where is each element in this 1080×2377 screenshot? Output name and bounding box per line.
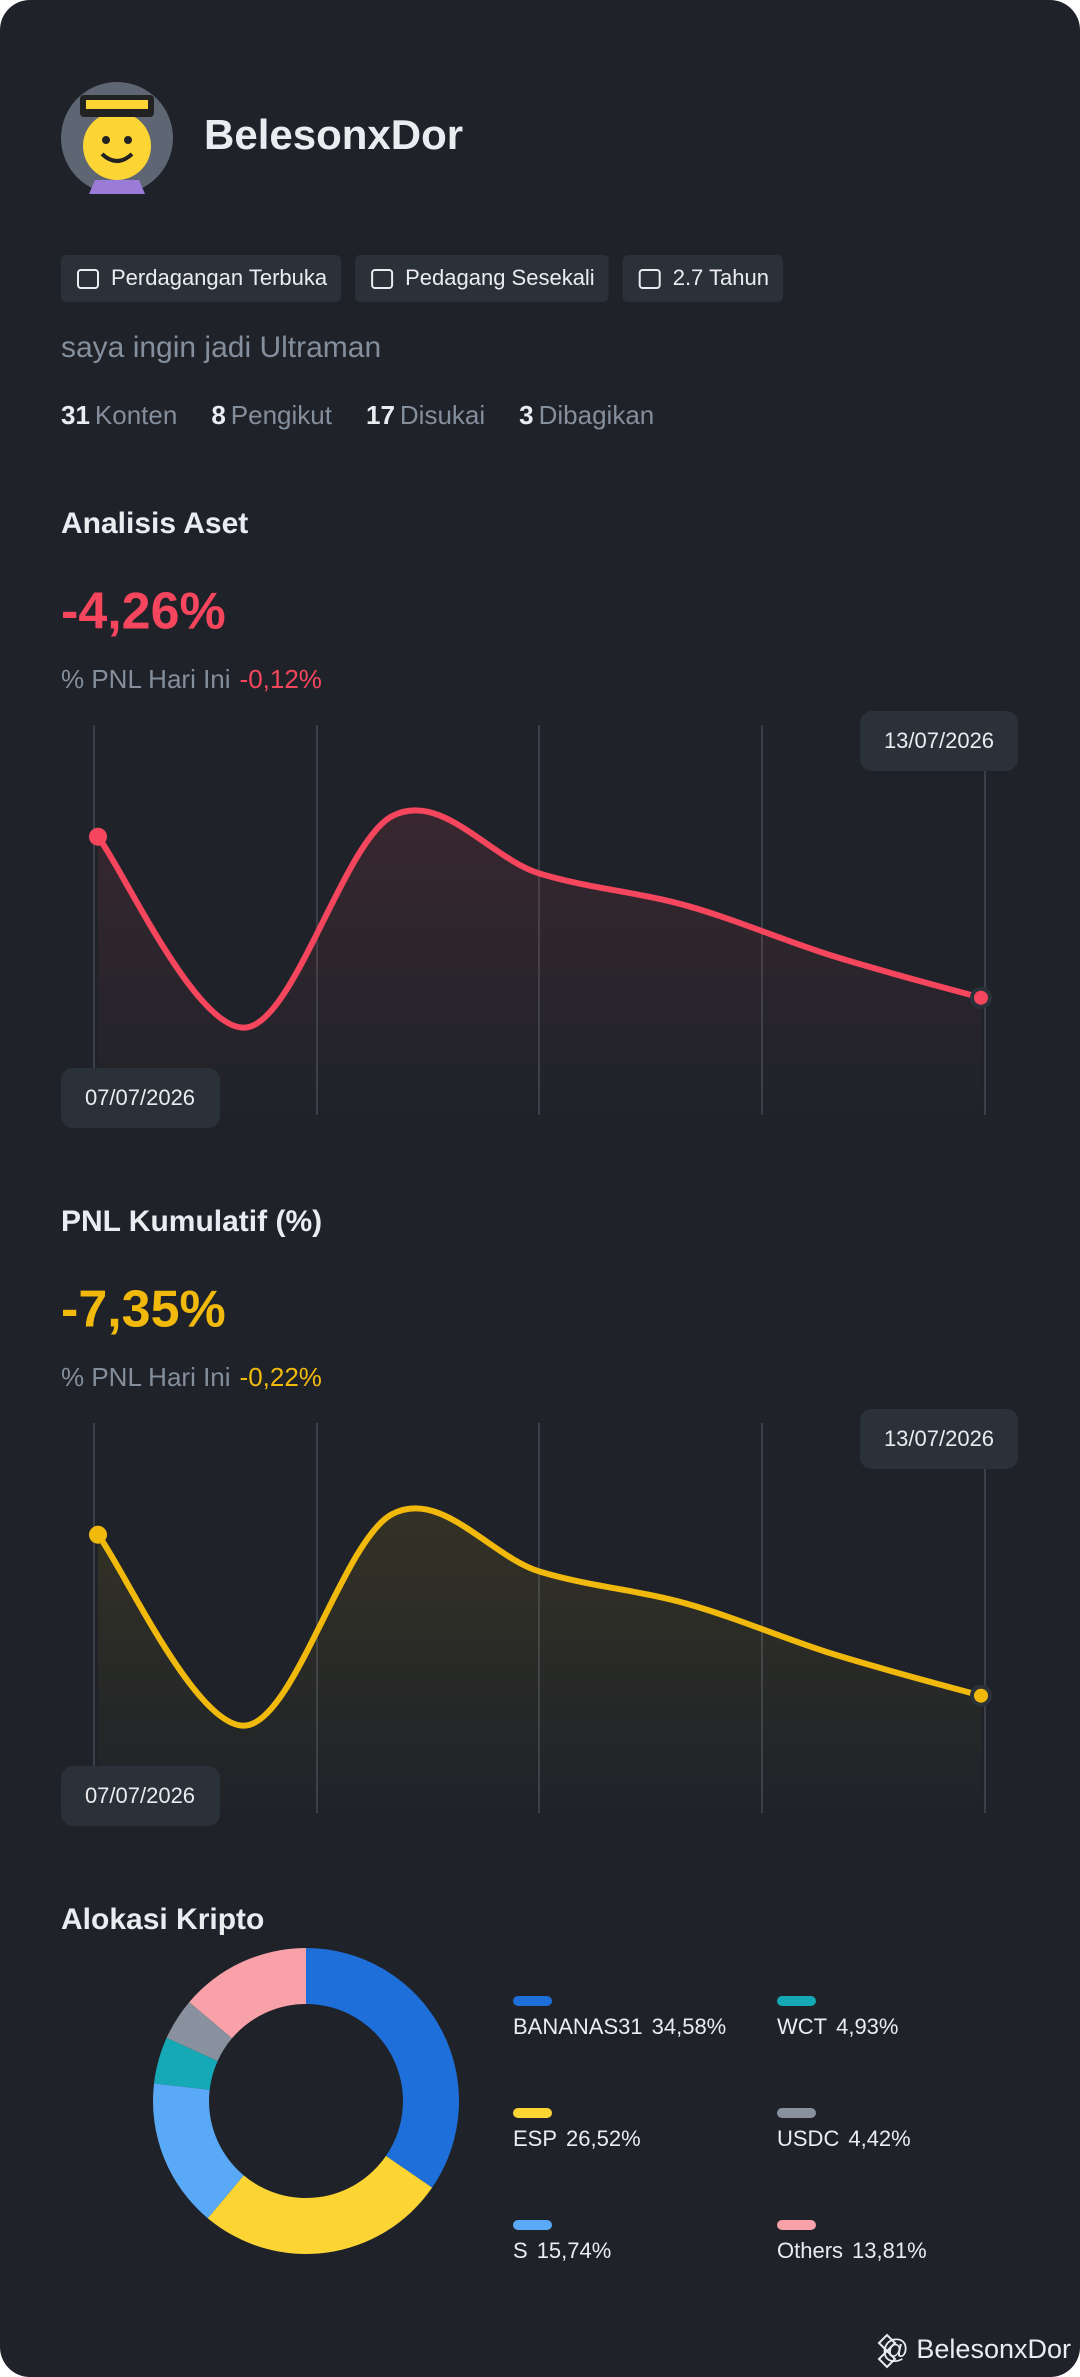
line-area <box>98 810 981 1115</box>
username: BelesonxDor <box>204 111 463 158</box>
today-label: % PNL Hari Ini <box>61 664 231 694</box>
legend-swatch <box>513 2108 552 2118</box>
legend-label: BANANAS31 <box>513 2014 643 2039</box>
legend-value: 4,42% <box>848 2126 910 2151</box>
legend-label: Others <box>777 2238 843 2263</box>
badge <box>61 255 342 302</box>
legend-label: WCT <box>777 2014 827 2039</box>
stat-count: 8 <box>211 400 225 430</box>
legend-value: 34,58% <box>652 2014 727 2039</box>
headline-value: -7,35% <box>61 1281 226 1339</box>
legend-value: 26,52% <box>566 2126 641 2151</box>
today-label: % PNL Hari Ini <box>61 1362 231 1392</box>
start-point <box>89 827 107 846</box>
start-point <box>89 1525 107 1544</box>
badge <box>355 255 609 302</box>
stat-label: Disukai <box>400 400 485 430</box>
end-date: 13/07/2026 <box>884 728 994 753</box>
stat-label: Konten <box>95 400 177 430</box>
legend-value: 4,93% <box>836 2014 898 2039</box>
legend-label: ESP <box>513 2126 557 2151</box>
stat-label: Pengikut <box>231 400 333 430</box>
stat-label: Dibagikan <box>539 400 655 430</box>
today-value: -0,22% <box>240 1362 322 1392</box>
stat-count: 31 <box>61 400 90 430</box>
badge-label: Perdagangan Terbuka <box>111 265 328 290</box>
legend-value: 15,74% <box>537 2238 612 2263</box>
section-title: PNL Kumulatif (%) <box>61 1205 322 1238</box>
badge-label: 2.7 Tahun <box>673 265 769 290</box>
legend-value: 13,81% <box>852 2238 927 2263</box>
date-tooltip <box>860 1409 1018 1469</box>
badge-icon <box>371 269 394 289</box>
section-title: Analisis Aset <box>61 507 248 540</box>
legend-label: S <box>513 2238 528 2263</box>
legend-swatch <box>513 1996 552 2006</box>
legend-swatch <box>777 2108 816 2118</box>
legend-label: USDC <box>777 2126 839 2151</box>
badge-icon <box>638 269 661 289</box>
start-date: 07/07/2026 <box>85 1085 195 1110</box>
legend-swatch <box>513 2220 552 2230</box>
date-tooltip <box>61 1766 220 1826</box>
pie-slice <box>153 2083 244 2219</box>
line <box>95 1505 982 1729</box>
end-date: 13/07/2026 <box>884 1426 994 1451</box>
footer: @ BelesonxDor <box>882 2334 1072 2364</box>
bio: saya ingin jadi Ultraman <box>61 331 381 364</box>
pie-slice <box>154 2037 218 2090</box>
footer-logo <box>877 2333 897 2369</box>
pie-slice <box>306 1948 460 2188</box>
badge-label: Pedagang Sesekali <box>405 265 595 290</box>
pie-slice <box>207 2155 433 2254</box>
end-point-dot <box>974 1688 988 1703</box>
pie-slice <box>189 1948 306 2039</box>
today-value: -0,12% <box>240 664 322 694</box>
end-point-dot <box>974 990 988 1005</box>
legend-swatch <box>777 1996 816 2006</box>
avatar <box>61 82 173 194</box>
date-tooltip <box>61 1068 220 1128</box>
line-area <box>98 1508 981 1813</box>
legend-swatch <box>777 2220 816 2230</box>
line <box>95 807 982 1031</box>
stat-count: 17 <box>366 400 395 430</box>
headline-value: -4,26% <box>61 583 226 641</box>
pie-slice <box>166 2002 233 2061</box>
badge-icon <box>77 269 99 289</box>
stat-count: 3 <box>519 400 533 430</box>
badge <box>622 255 783 302</box>
start-date: 07/07/2026 <box>85 1783 195 1808</box>
section-title: Alokasi Kripto <box>61 1903 264 1936</box>
date-tooltip <box>860 711 1018 771</box>
